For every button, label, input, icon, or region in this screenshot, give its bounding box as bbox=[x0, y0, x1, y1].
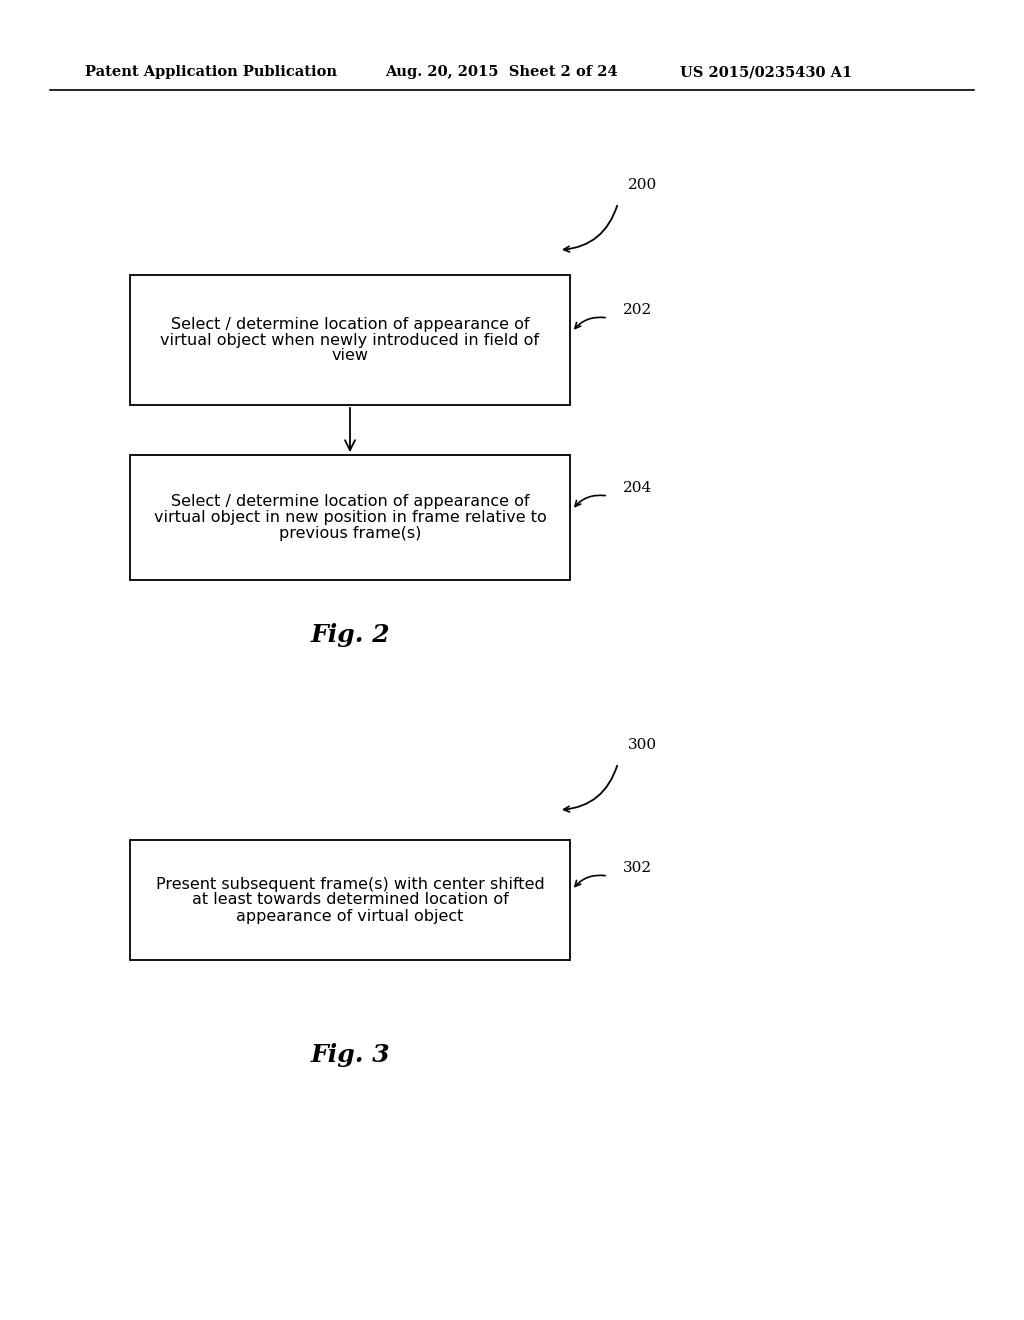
Text: Fig. 2: Fig. 2 bbox=[310, 623, 390, 647]
Text: virtual object in new position in frame relative to: virtual object in new position in frame … bbox=[154, 510, 547, 525]
Text: 204: 204 bbox=[623, 480, 652, 495]
Text: 202: 202 bbox=[623, 304, 652, 317]
Text: Patent Application Publication: Patent Application Publication bbox=[85, 65, 337, 79]
Text: Aug. 20, 2015  Sheet 2 of 24: Aug. 20, 2015 Sheet 2 of 24 bbox=[385, 65, 617, 79]
Text: 300: 300 bbox=[628, 738, 657, 752]
Text: view: view bbox=[332, 348, 369, 363]
Text: US 2015/0235430 A1: US 2015/0235430 A1 bbox=[680, 65, 852, 79]
Text: Present subsequent frame(s) with center shifted: Present subsequent frame(s) with center … bbox=[156, 876, 545, 891]
Text: Select / determine location of appearance of: Select / determine location of appearanc… bbox=[171, 317, 529, 331]
Bar bbox=[130, 455, 570, 579]
Text: 200: 200 bbox=[628, 178, 657, 191]
Text: Fig. 3: Fig. 3 bbox=[310, 1043, 390, 1067]
Bar bbox=[130, 275, 570, 405]
Text: previous frame(s): previous frame(s) bbox=[279, 525, 421, 541]
Text: virtual object when newly introduced in field of: virtual object when newly introduced in … bbox=[161, 333, 540, 347]
Bar bbox=[130, 840, 570, 960]
Text: appearance of virtual object: appearance of virtual object bbox=[237, 908, 464, 924]
Text: 302: 302 bbox=[623, 861, 652, 875]
Text: at least towards determined location of: at least towards determined location of bbox=[191, 892, 508, 908]
Text: Select / determine location of appearance of: Select / determine location of appearanc… bbox=[171, 494, 529, 510]
